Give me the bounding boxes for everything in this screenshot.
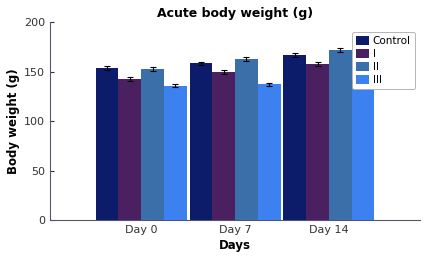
Bar	[189, 63, 212, 220]
Legend: Control, I, II, III: Control, I, II, III	[351, 32, 414, 89]
X-axis label: Days: Days	[219, 239, 250, 252]
Bar	[95, 68, 118, 220]
Bar	[235, 59, 257, 220]
Bar	[141, 69, 164, 220]
Bar	[164, 86, 187, 220]
Title: Acute body weight (g): Acute body weight (g)	[157, 7, 312, 20]
Bar	[328, 50, 351, 220]
Bar	[283, 55, 305, 220]
Bar	[257, 84, 280, 220]
Y-axis label: Body weight (g): Body weight (g)	[7, 68, 20, 174]
Bar	[118, 79, 141, 220]
Bar	[351, 79, 374, 220]
Bar	[212, 72, 235, 220]
Bar	[305, 64, 328, 220]
